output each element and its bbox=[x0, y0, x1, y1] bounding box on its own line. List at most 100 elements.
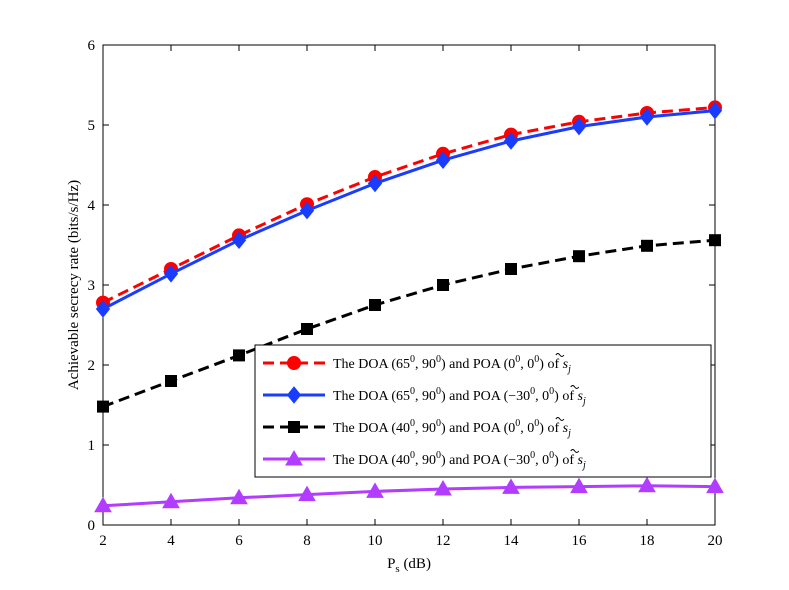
legend: The DOA (650, 900) and POA (00, 00) of s… bbox=[254, 344, 712, 478]
data-point-s4-2 bbox=[94, 496, 112, 513]
legend-tilde bbox=[555, 417, 565, 421]
data-point-s2-18 bbox=[639, 108, 655, 126]
legend-box bbox=[254, 344, 712, 478]
legend-text-part: 0 bbox=[549, 450, 554, 461]
legend-text-part: , 0 bbox=[520, 421, 534, 436]
y-tick-label: 6 bbox=[88, 38, 96, 54]
data-point-s2-10 bbox=[367, 174, 383, 193]
legend-label-4: The DOA (400, 900) and POA (−300, 00) of… bbox=[333, 450, 586, 471]
legend-text-part: ) and POA (0 bbox=[441, 421, 515, 436]
y-tick-label: 0 bbox=[88, 518, 96, 534]
y-tick-label: 4 bbox=[88, 198, 96, 214]
legend-text-part: ) of bbox=[539, 357, 562, 372]
legend-text-part: 0 bbox=[530, 450, 535, 461]
legend-text-part: 0 bbox=[515, 418, 520, 429]
series-line-4 bbox=[102, 484, 716, 508]
data-point-s2-6 bbox=[231, 231, 247, 249]
data-point-s2-20 bbox=[707, 101, 723, 120]
legend-signal-symbol: s bbox=[563, 421, 569, 436]
data-point-s3-10 bbox=[369, 299, 381, 311]
x-axis-label: Ps (dB) bbox=[387, 556, 431, 575]
series-line-1 bbox=[102, 105, 716, 304]
x-tick-label: 10 bbox=[368, 533, 383, 549]
legend-text-part: , 0 bbox=[520, 357, 534, 372]
legend-signal-subscript: j bbox=[566, 364, 571, 375]
x-tick-label: 12 bbox=[436, 533, 451, 549]
legend-marker-1 bbox=[287, 356, 301, 370]
series-group bbox=[94, 100, 724, 513]
legend-signal-subscript: j bbox=[566, 428, 571, 439]
data-point-s4-20 bbox=[706, 477, 724, 494]
data-point-s3-18 bbox=[641, 239, 653, 252]
data-point-s4-8 bbox=[298, 485, 316, 502]
x-tick-label: 18 bbox=[640, 533, 655, 549]
legend-label-1: The DOA (650, 900) and POA (00, 00) of s… bbox=[333, 354, 571, 375]
legend-text-part: ) of bbox=[554, 389, 577, 404]
legend-signal-symbol: s bbox=[563, 357, 569, 372]
x-tick-label: 20 bbox=[708, 533, 723, 549]
x-axis-label-unit: (dB) bbox=[400, 556, 431, 572]
legend-signal-symbol: s bbox=[578, 453, 584, 468]
legend-text-part: , 90 bbox=[415, 453, 436, 468]
legend-text-part: 0 bbox=[410, 450, 415, 461]
legend-text-part: 0 bbox=[410, 386, 415, 397]
legend-signal-subscript: j bbox=[581, 396, 586, 407]
data-point-s2-8 bbox=[299, 201, 315, 220]
legend-text-part: ) of bbox=[554, 453, 577, 468]
x-tick-label: 16 bbox=[572, 533, 588, 549]
x-tick-label: 2 bbox=[99, 533, 107, 549]
legend-marker-2 bbox=[286, 386, 302, 404]
legend-text-part: 0 bbox=[436, 386, 441, 397]
x-tick-label: 4 bbox=[167, 533, 175, 549]
data-point-s2-2 bbox=[95, 300, 111, 318]
data-point-s4-18 bbox=[638, 476, 656, 493]
data-point-s3-14 bbox=[505, 263, 517, 275]
x-tick-label: 14 bbox=[504, 533, 520, 549]
y-axis-label: Achievable secrecy rate (bits/s/Hz) bbox=[66, 180, 82, 390]
legend-text-part: ) and POA (0 bbox=[441, 357, 515, 372]
y-tick-label: 5 bbox=[88, 118, 96, 134]
legend-text-part: , 0 bbox=[535, 389, 549, 404]
legend-text-part: The DOA (65 bbox=[333, 357, 410, 372]
x-tick-label: 6 bbox=[235, 533, 243, 549]
legend-tilde bbox=[570, 385, 580, 389]
legend-text-part: 0 bbox=[410, 354, 415, 365]
data-point-s4-14 bbox=[502, 478, 520, 494]
legend-text-part: 0 bbox=[436, 418, 441, 429]
legend-text-part: 0 bbox=[534, 418, 539, 429]
legend-text-part: , 90 bbox=[415, 357, 436, 372]
x-axis-label-sub: s bbox=[395, 563, 399, 575]
data-point-s4-16 bbox=[570, 477, 588, 494]
data-point-s3-16 bbox=[573, 250, 585, 263]
legend-label-2: The DOA (650, 900) and POA (−300, 00) of… bbox=[333, 386, 586, 407]
data-point-s3-8 bbox=[301, 323, 313, 335]
legend-text-part: The DOA (40 bbox=[333, 421, 410, 436]
series-line-2 bbox=[102, 109, 716, 311]
data-point-s4-10 bbox=[366, 482, 384, 498]
legend-signal-subscript: j bbox=[581, 460, 586, 471]
data-point-s3-12 bbox=[437, 279, 449, 291]
legend-text-part: 0 bbox=[534, 354, 539, 365]
legend-text-part: 0 bbox=[515, 354, 520, 365]
y-tick-label: 2 bbox=[88, 358, 96, 374]
legend-marker-3 bbox=[288, 421, 300, 433]
legend-text-part: The DOA (40 bbox=[333, 453, 410, 468]
legend-text-part: The DOA (65 bbox=[333, 389, 410, 404]
data-point-s4-4 bbox=[162, 492, 180, 509]
data-point-s4-12 bbox=[434, 479, 452, 496]
legend-label-3: The DOA (400, 900) and POA (00, 00) of s… bbox=[333, 418, 571, 439]
legend-text-part: 0 bbox=[549, 386, 554, 397]
data-point-s3-2 bbox=[97, 400, 109, 413]
data-point-s4-6 bbox=[230, 488, 248, 505]
legend-text-part: , 90 bbox=[415, 421, 436, 436]
data-point-s3-4 bbox=[165, 375, 177, 387]
legend-text-part: 0 bbox=[530, 386, 535, 397]
y-tick-label: 3 bbox=[88, 278, 96, 294]
legend-text-part: , 0 bbox=[535, 453, 549, 468]
legend-text-part: ) of bbox=[539, 421, 562, 436]
y-tick-label: 1 bbox=[88, 438, 96, 454]
data-point-s2-14 bbox=[503, 132, 519, 150]
series-line-3 bbox=[102, 238, 716, 409]
x-axis-label-main: P bbox=[387, 556, 395, 572]
